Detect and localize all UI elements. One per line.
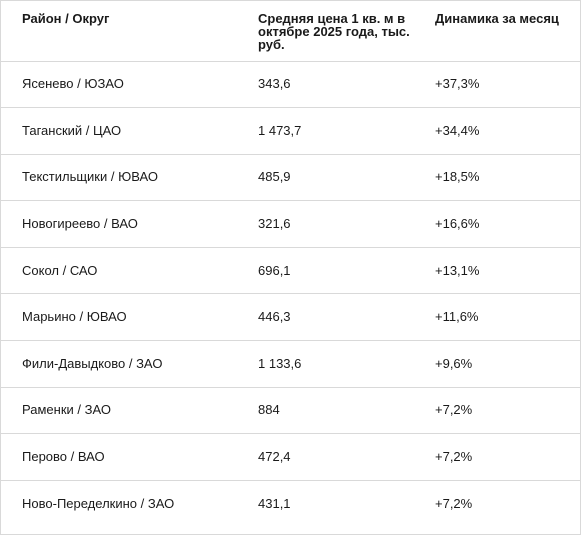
cell-price: 431,1	[258, 495, 291, 511]
table-body: Ясенево / ЮЗАО 343,6 +37,3% Таганский / …	[1, 61, 580, 527]
table-header: Район / Округ Средняя цена 1 кв. м в окт…	[1, 1, 580, 62]
cell-district: Раменки / ЗАО	[1, 387, 237, 435]
cell-change: +11,6%	[414, 293, 580, 342]
table-row: Фили-Давыдково / ЗАО 1 133,6 +9,6%	[1, 340, 580, 388]
cell-change: +7,2%	[435, 495, 473, 511]
cell-change: +34,4%	[414, 107, 580, 155]
cell-change: +7,2%	[414, 433, 580, 481]
header-monthly-change: Динамика за месяц	[414, 1, 580, 62]
table-row: Таганский / ЦАО 1 473,7 +34,4%	[1, 107, 580, 155]
cell-price: 446,3	[237, 293, 414, 342]
price-table: Район / Округ Средняя цена 1 кв. м в окт…	[1, 1, 580, 527]
table-row: Марьино / ЮВАО 446,3 +11,6%	[1, 293, 580, 342]
header-avg-price: Средняя цена 1 кв. м в октябре 2025 года…	[237, 1, 414, 62]
cell-district: Марьино / ЮВАО	[1, 293, 237, 342]
cell-change: +7,2%	[414, 387, 580, 435]
cell-district: Текстильщики / ЮВАО	[1, 154, 237, 202]
cell-district: Таганский / ЦАО	[1, 107, 237, 155]
cell-district: Новогиреево / ВАО	[1, 200, 237, 248]
cell-price: 472,4	[237, 433, 414, 481]
cell-price: 485,9	[237, 154, 414, 202]
cell-price: 1 133,6	[237, 340, 414, 388]
cell-district: Ново-Переделкино / ЗАО	[22, 495, 175, 511]
table-row: Ясенево / ЮЗАО 343,6 +37,3%	[1, 61, 580, 109]
cell-district: Сокол / САО	[1, 247, 237, 295]
cell-district: Перово / ВАО	[1, 433, 237, 481]
cell-change: +13,1%	[414, 247, 580, 295]
table-row: Перово / ВАО 472,4 +7,2%	[1, 433, 580, 481]
cell-price: 343,6	[237, 61, 414, 109]
cell-change: +18,5%	[414, 154, 580, 202]
cell-change: +37,3%	[414, 61, 580, 109]
cell-price: 884	[237, 387, 414, 435]
header-district: Район / Округ	[1, 1, 237, 62]
cell-price: 1 473,7	[237, 107, 414, 155]
cell-district: Ясенево / ЮЗАО	[1, 61, 237, 109]
header-row: Район / Округ Средняя цена 1 кв. м в окт…	[1, 1, 580, 62]
table-row: Новогиреево / ВАО 321,6 +16,6%	[1, 200, 580, 248]
cell-district: Фили-Давыдково / ЗАО	[1, 340, 237, 388]
cell-price: 696,1	[237, 247, 414, 295]
table-row: Текстильщики / ЮВАО 485,9 +18,5%	[1, 154, 580, 202]
table-row: Сокол / САО 696,1 +13,1%	[1, 247, 580, 295]
table-row: Раменки / ЗАО 884 +7,2%	[1, 387, 580, 435]
table-row: Ново-Переделкино / ЗАО 431,1 +7,2%	[1, 480, 580, 527]
cell-change: +9,6%	[414, 340, 580, 388]
cell-change: +16,6%	[414, 200, 580, 248]
cell-price: 321,6	[237, 200, 414, 248]
